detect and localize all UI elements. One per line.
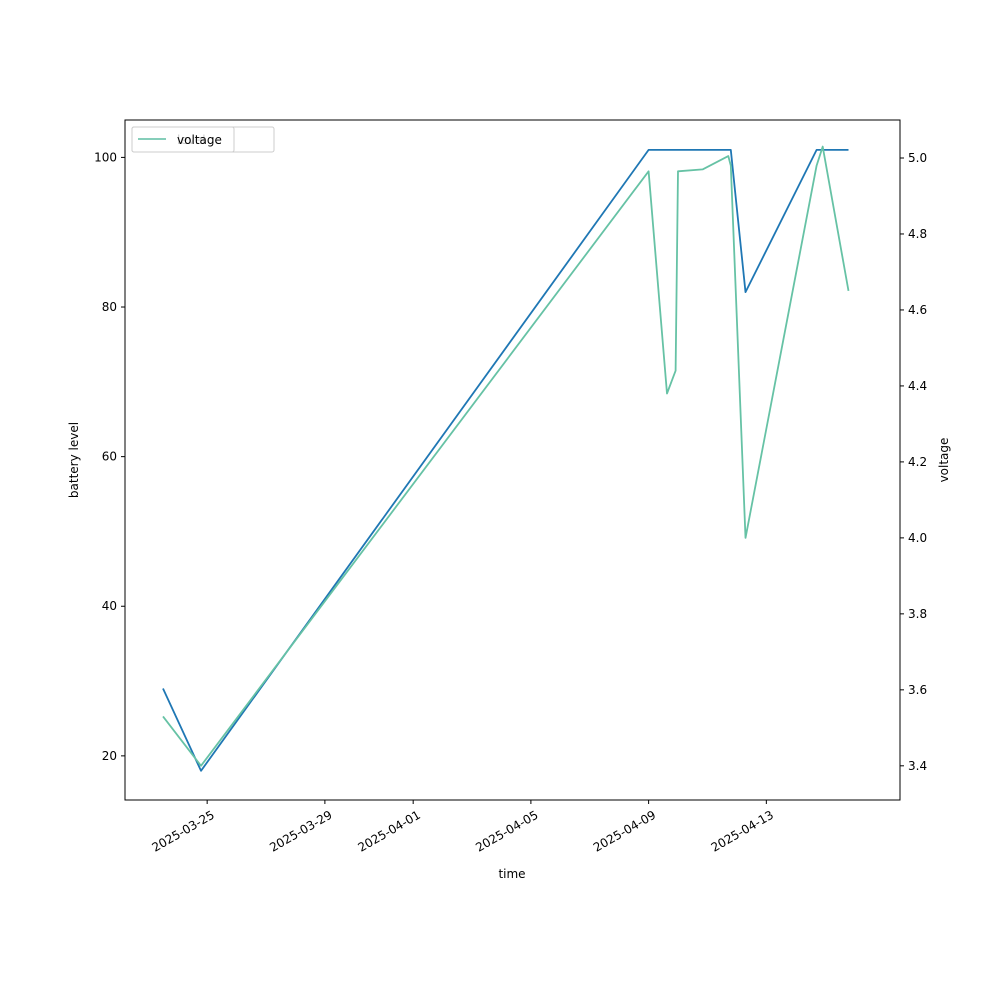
y-tick-label: 40	[102, 599, 117, 613]
legend-label-voltage: voltage	[177, 133, 222, 147]
plot-frame	[124, 119, 901, 801]
y2-axis-label: voltage	[937, 438, 951, 483]
y2-tick-label: 5.0	[908, 151, 927, 165]
x-tick-label: 2025-04-13	[709, 808, 776, 855]
y2-tick-label: 4.8	[908, 227, 927, 241]
y-tick-label: 60	[102, 450, 117, 464]
x-axis: 2025-03-25 2025-03-29 2025-04-01 2025-04-05…	[149, 800, 776, 855]
x-axis-label: time	[498, 867, 525, 881]
y-axis-label: battery level	[67, 422, 81, 498]
series-line-level	[162, 148, 849, 772]
y2-tick-label: 4.0	[908, 531, 927, 545]
y2-tick-label: 3.8	[908, 607, 927, 621]
y2-tick-label: 4.4	[908, 379, 927, 393]
y2-tick-label: 3.4	[908, 759, 927, 773]
x-tick-label: 2025-03-29	[267, 808, 334, 855]
plot-lines	[162, 145, 850, 772]
y2-tick-label: 4.2	[908, 455, 927, 469]
x-tick-label: 2025-03-25	[149, 808, 216, 855]
y-tick-label: 80	[102, 300, 117, 314]
y-axis-left: 20 40 60 80 100	[94, 150, 125, 763]
series-line-voltage	[162, 145, 850, 767]
y-axis-right: 3.4 3.6 3.8 4.0 4.2 4.4 4.6 4.8 5.0	[900, 151, 927, 773]
y-tick-label: 20	[102, 749, 117, 763]
legend: level voltage	[131, 126, 275, 153]
x-tick-label: 2025-04-09	[591, 808, 658, 855]
y-tick-label: 100	[94, 150, 117, 164]
legend-overlap-box	[131, 126, 235, 153]
y2-tick-label: 4.6	[908, 303, 927, 317]
y2-tick-label: 3.6	[908, 683, 927, 697]
x-tick-label: 2025-04-01	[355, 808, 422, 855]
x-tick-label: 2025-04-05	[473, 808, 540, 855]
